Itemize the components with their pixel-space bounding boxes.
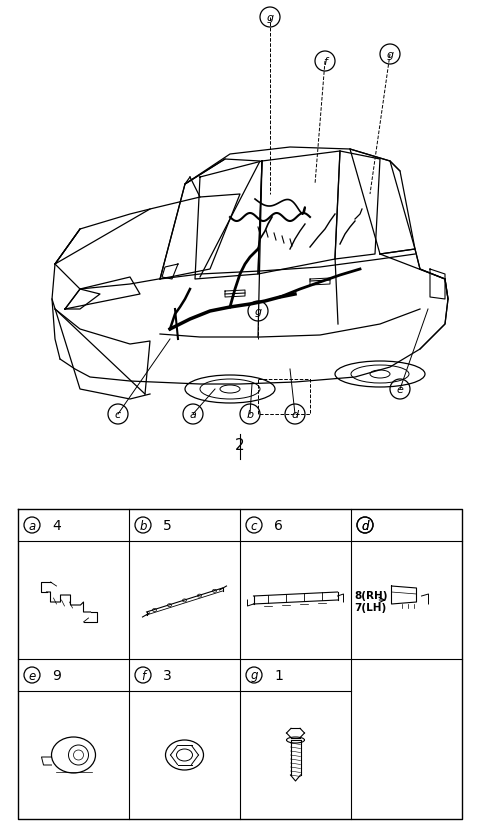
Text: b: b xyxy=(139,519,147,532)
Text: e: e xyxy=(28,669,36,681)
Text: d: d xyxy=(291,410,299,420)
Text: 2: 2 xyxy=(235,437,245,452)
Text: 8(RH): 8(RH) xyxy=(355,590,388,600)
Text: g: g xyxy=(250,669,258,681)
Text: g: g xyxy=(266,13,274,23)
Text: c: c xyxy=(115,410,121,420)
Text: 7(LH): 7(LH) xyxy=(355,602,387,612)
Text: a: a xyxy=(28,519,36,532)
Text: d: d xyxy=(361,519,369,532)
Text: 1: 1 xyxy=(274,668,283,682)
Text: 4: 4 xyxy=(52,518,61,532)
Text: 9: 9 xyxy=(52,668,61,682)
Text: 3: 3 xyxy=(163,668,172,682)
Text: f: f xyxy=(323,57,327,67)
Text: b: b xyxy=(246,410,253,420)
Text: d: d xyxy=(361,519,369,532)
Text: 5: 5 xyxy=(163,518,172,532)
Text: 6: 6 xyxy=(274,518,283,532)
Text: a: a xyxy=(190,410,196,420)
Text: g: g xyxy=(386,50,394,60)
Text: f: f xyxy=(141,669,145,681)
Text: e: e xyxy=(396,384,403,394)
Text: c: c xyxy=(251,519,257,532)
Text: g: g xyxy=(254,306,262,316)
